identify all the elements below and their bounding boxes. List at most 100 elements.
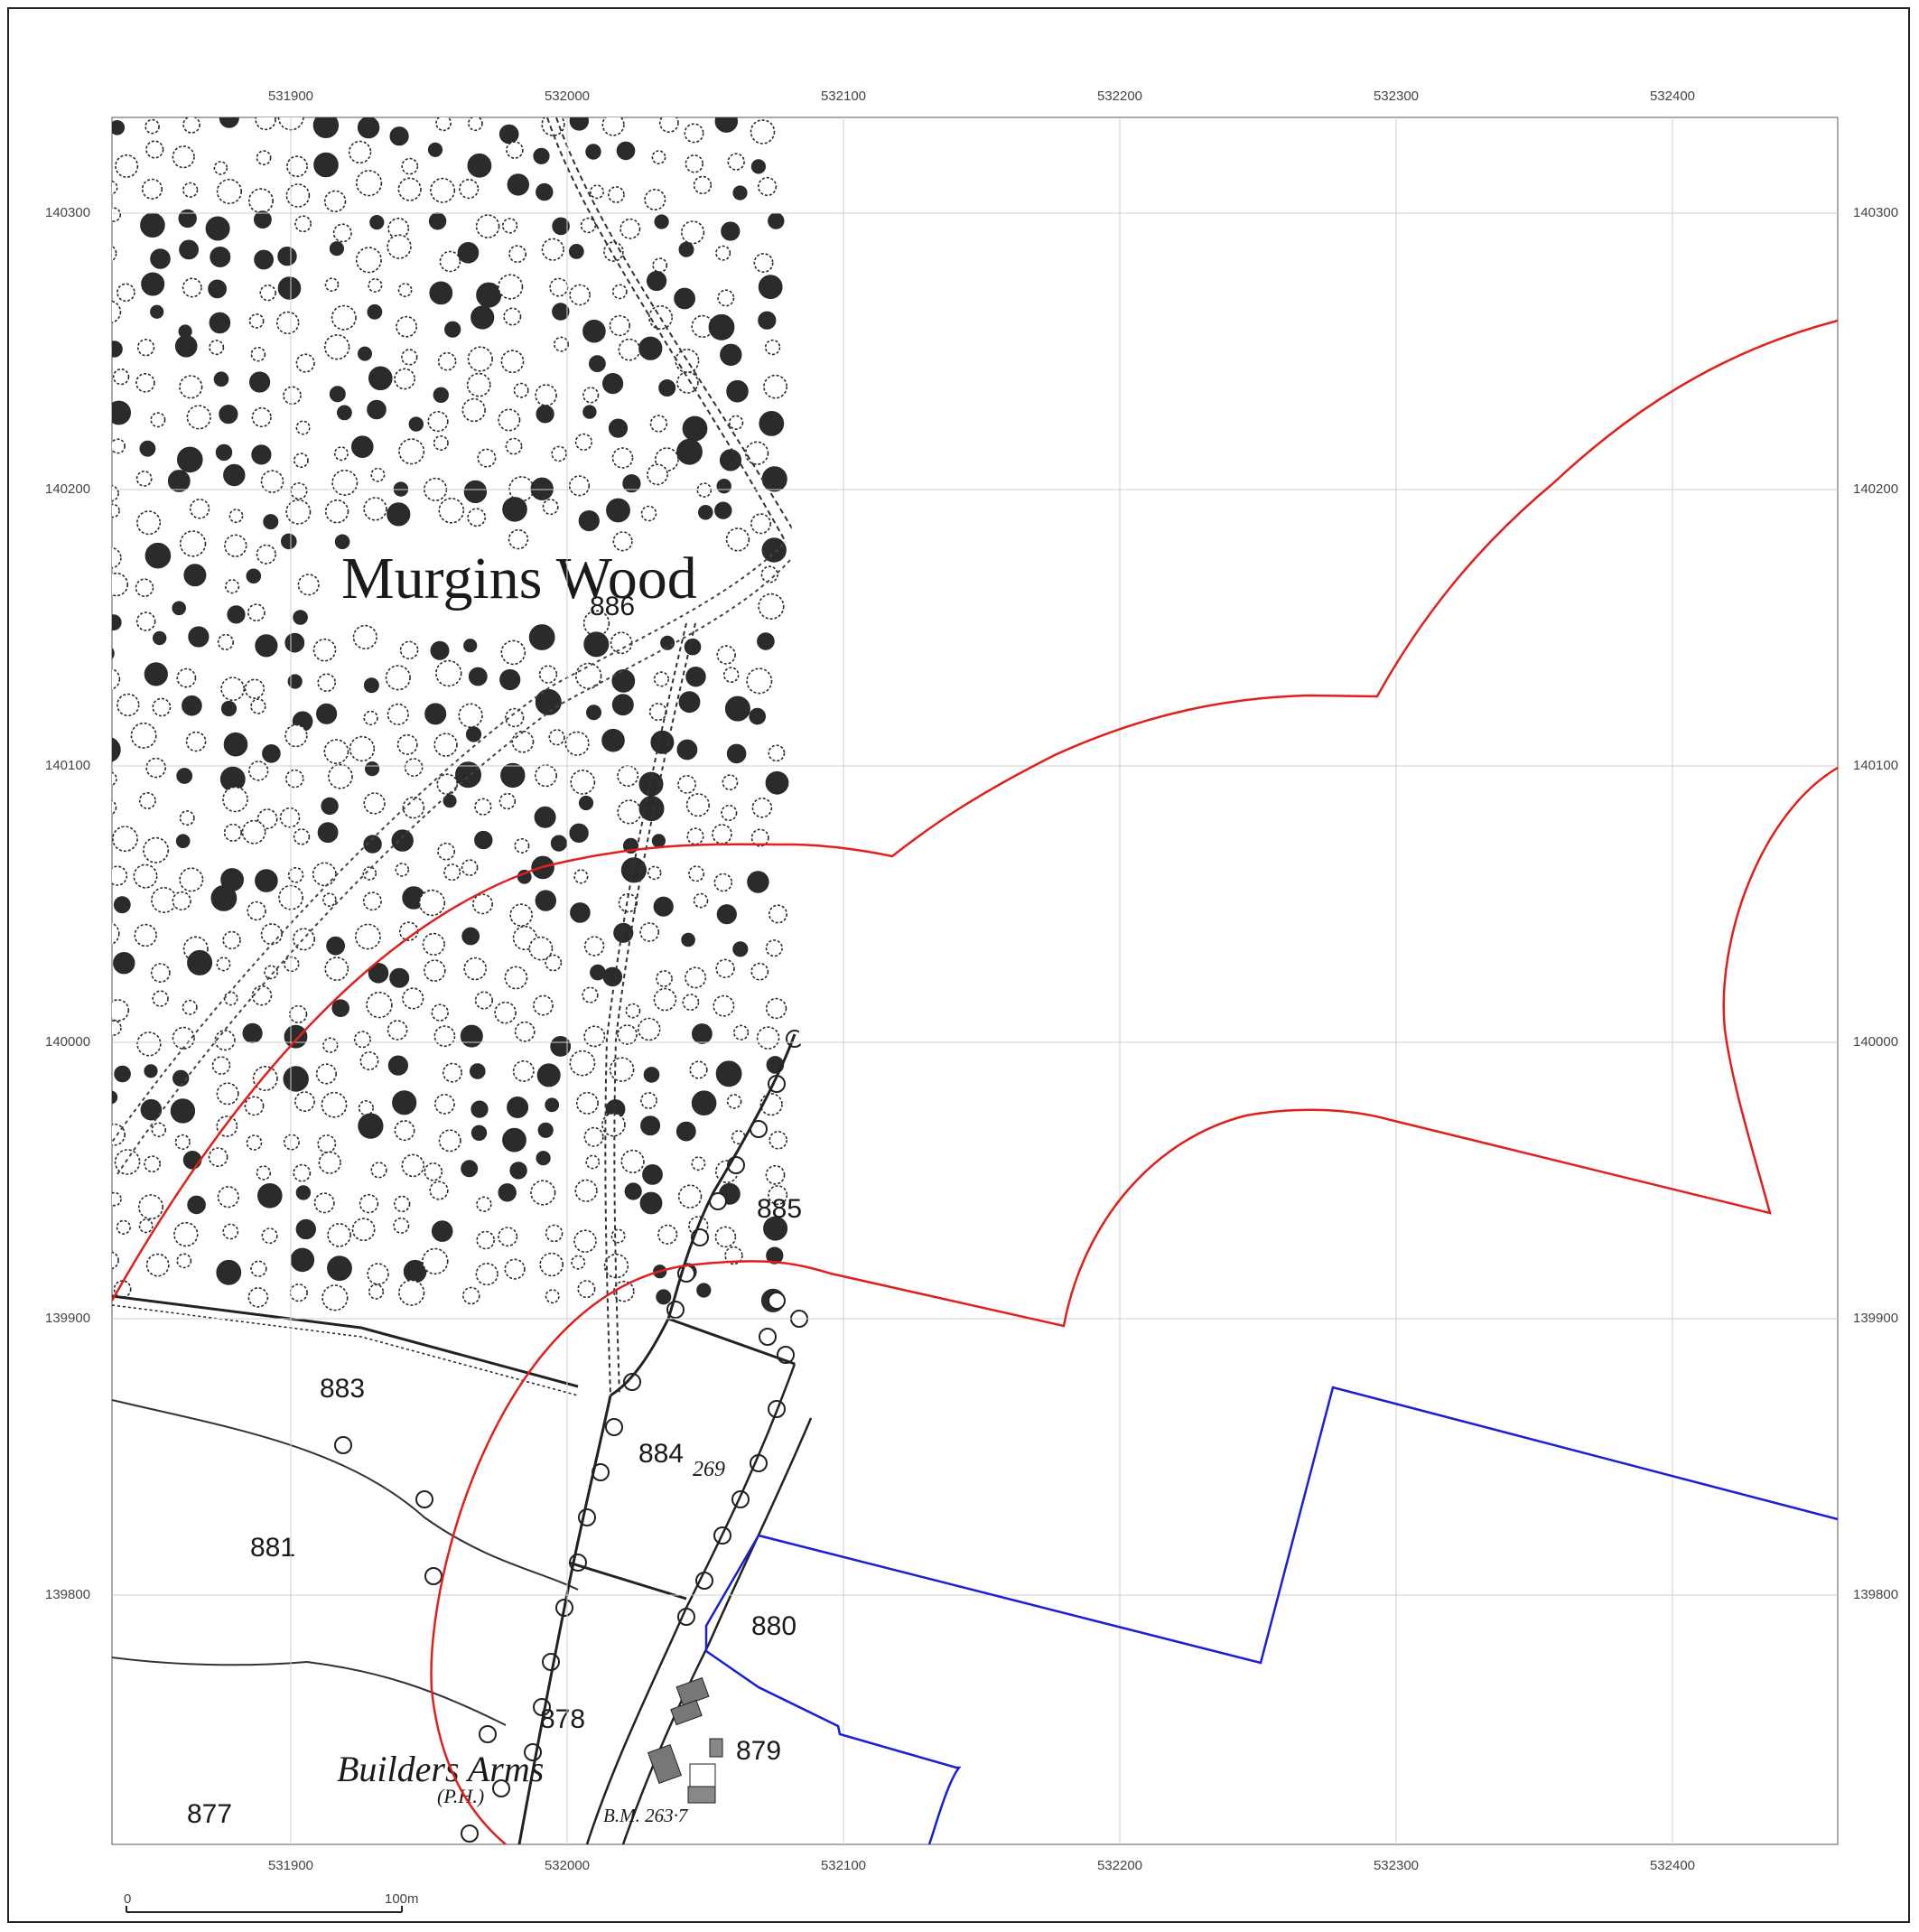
tree-symbol xyxy=(227,605,246,624)
tree-symbol xyxy=(254,249,275,270)
tree-symbol xyxy=(640,505,657,522)
tree-symbol xyxy=(461,1160,479,1178)
tree-symbol xyxy=(247,188,274,214)
tree-symbol xyxy=(712,824,732,845)
tree-symbol xyxy=(768,904,787,924)
tree-symbol xyxy=(461,1825,479,1843)
tree-symbol xyxy=(152,697,172,717)
tree-symbol xyxy=(467,508,487,527)
tree-symbol xyxy=(182,277,202,298)
tree-symbol xyxy=(582,986,599,1003)
tree-symbol xyxy=(601,117,625,136)
tree-symbol xyxy=(144,662,168,686)
historic-map-sheet: Murgins Wood 886 885 883 884 269 881 880… xyxy=(112,117,1838,1844)
tree-symbol xyxy=(639,1191,663,1215)
tree-symbol xyxy=(571,1255,586,1270)
tree-symbol xyxy=(550,835,568,852)
tree-symbol xyxy=(176,667,197,688)
tree-symbol xyxy=(317,1134,337,1153)
tree-symbol xyxy=(660,635,675,650)
tree-symbol xyxy=(143,836,170,863)
easting-tick-label: 532300 xyxy=(1374,1858,1419,1873)
tree-symbol xyxy=(115,154,139,178)
tree-symbol xyxy=(220,677,246,702)
tree-symbol xyxy=(475,214,500,238)
tree-symbol xyxy=(438,1129,461,1153)
tree-symbol xyxy=(750,119,776,145)
tree-symbol xyxy=(367,1263,389,1285)
tree-symbol xyxy=(513,382,529,398)
tree-symbol xyxy=(392,1090,417,1115)
tree-symbol xyxy=(208,1147,228,1168)
tree-symbol xyxy=(436,773,459,796)
tree-symbol xyxy=(223,463,246,487)
tree-symbol xyxy=(136,339,155,357)
tree-symbol xyxy=(175,834,191,849)
tree-symbol xyxy=(570,902,591,923)
tree-symbol xyxy=(568,244,584,259)
tree-symbol xyxy=(610,631,633,655)
tree-symbol xyxy=(693,175,713,195)
northing-labels-left: 140300 140200 140100 140000 139900 13980… xyxy=(45,205,90,1602)
tree-symbol xyxy=(422,1247,449,1275)
tree-symbol xyxy=(134,923,157,947)
tree-symbol xyxy=(498,274,524,300)
tree-symbol xyxy=(262,744,281,763)
parcel-number: 881 xyxy=(250,1533,295,1563)
tree-symbol xyxy=(545,1097,560,1113)
tree-symbol xyxy=(617,799,642,825)
tree-symbol xyxy=(537,1122,554,1138)
tree-symbol xyxy=(283,1066,309,1092)
easting-tick-label: 532000 xyxy=(545,89,590,104)
tree-symbol xyxy=(693,892,709,909)
tree-symbol xyxy=(589,184,604,200)
tree-symbol xyxy=(424,1567,442,1585)
tree-symbol xyxy=(285,499,312,525)
tree-symbol xyxy=(612,1280,635,1302)
tree-symbol xyxy=(603,241,624,262)
tree-symbol xyxy=(713,873,733,892)
tree-symbol xyxy=(640,1115,661,1136)
tree-symbol xyxy=(658,379,676,397)
tree-symbol xyxy=(397,177,422,201)
tree-symbol xyxy=(457,242,480,264)
tree-symbol xyxy=(720,343,742,366)
tree-symbol xyxy=(337,405,352,421)
tree-symbol xyxy=(387,1055,408,1076)
tree-symbol xyxy=(437,842,456,861)
northing-tick-label: 140000 xyxy=(1853,1034,1898,1050)
tree-symbol xyxy=(255,117,276,131)
tree-symbol xyxy=(685,667,706,687)
tree-symbol xyxy=(112,1090,118,1105)
tree-symbol xyxy=(116,283,135,303)
tree-symbol xyxy=(353,1031,371,1049)
tree-symbol xyxy=(260,923,283,946)
tree-symbol xyxy=(569,1050,596,1077)
tree-symbol xyxy=(135,578,154,598)
tree-symbol xyxy=(135,611,156,631)
tree-symbol xyxy=(209,340,225,356)
tree-symbol xyxy=(498,1183,517,1202)
tree-symbol xyxy=(714,117,738,133)
tree-symbol xyxy=(215,443,233,462)
tree-symbol xyxy=(182,695,202,716)
easting-labels-top: 531900 532000 532100 532200 532300 53240… xyxy=(268,89,1695,104)
tree-symbol xyxy=(112,614,122,630)
tree-symbol xyxy=(247,1287,269,1308)
tree-symbol xyxy=(112,1020,122,1036)
tree-symbol xyxy=(367,399,387,420)
blue-boundary xyxy=(704,1386,1838,1844)
tree-symbol xyxy=(211,1056,231,1075)
easting-tick-label: 532400 xyxy=(1650,89,1695,104)
tree-symbol xyxy=(349,735,376,762)
tree-symbol xyxy=(423,959,446,982)
tree-symbol xyxy=(179,375,203,399)
tree-symbol xyxy=(433,1025,456,1048)
woodland-track xyxy=(546,117,787,543)
tree-symbol xyxy=(492,1779,510,1797)
tree-symbol xyxy=(685,154,703,173)
tree-symbol xyxy=(503,307,522,326)
tree-symbol xyxy=(684,638,702,656)
tree-symbol xyxy=(564,731,590,756)
